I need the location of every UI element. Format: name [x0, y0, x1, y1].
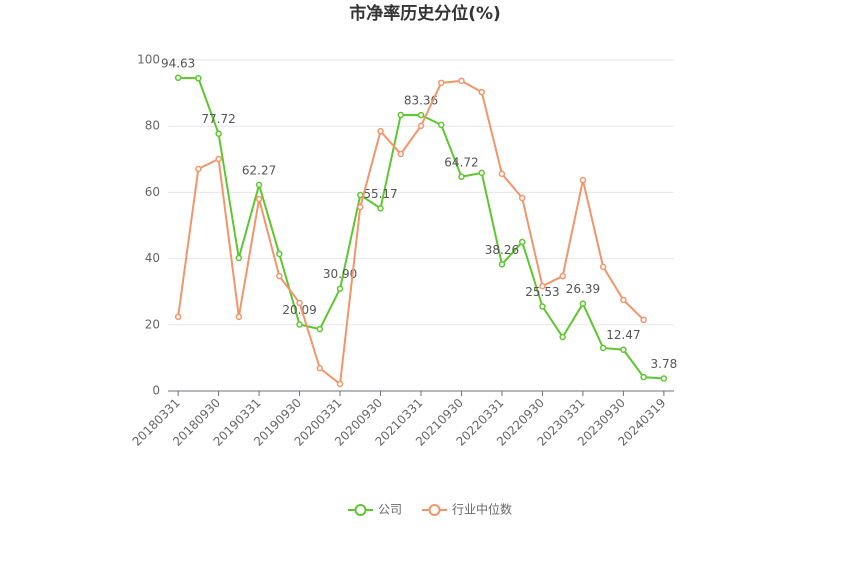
data-point — [336, 380, 344, 388]
data-point — [599, 344, 607, 352]
data-label: 20.09 — [282, 303, 316, 317]
legend-label: 公司 — [378, 503, 402, 517]
data-point — [215, 130, 222, 137]
data-point — [336, 285, 344, 292]
data-point — [174, 313, 182, 321]
data-point — [620, 296, 627, 304]
y-tick-label: 20 — [145, 317, 160, 331]
data-point — [357, 203, 364, 211]
data-label: 94.63 — [161, 56, 195, 70]
data-point — [579, 300, 587, 307]
data-point — [276, 250, 283, 258]
y-tick-label: 100 — [137, 53, 160, 67]
data-label: 62.27 — [242, 163, 276, 177]
data-point — [660, 375, 668, 382]
data-label: 83.36 — [404, 94, 438, 108]
data-point — [458, 77, 465, 85]
data-point — [316, 364, 324, 372]
legend-marker — [428, 504, 441, 516]
y-tick-label: 60 — [145, 185, 160, 199]
data-point — [195, 74, 202, 82]
data-label: 55.17 — [363, 187, 397, 201]
data-point — [539, 282, 546, 290]
data-label: 64.72 — [444, 155, 478, 169]
y-tick-label: 80 — [145, 119, 160, 133]
data-point — [296, 299, 303, 307]
data-point — [276, 272, 283, 280]
series-line — [177, 79, 645, 386]
legend-label: 行业中位数 — [452, 502, 512, 517]
data-point — [235, 254, 243, 262]
data-point — [539, 303, 546, 310]
data-point — [458, 173, 465, 181]
legend-marker — [354, 504, 367, 516]
data-point — [437, 121, 445, 129]
data-point — [174, 74, 182, 82]
data-point — [640, 316, 647, 324]
data-label: 12.47 — [606, 328, 640, 342]
data-point — [437, 79, 445, 87]
data-point — [579, 176, 587, 184]
data-point — [397, 111, 405, 119]
data-point — [377, 127, 384, 135]
data-point — [620, 346, 627, 353]
data-point — [235, 313, 243, 321]
data-point — [498, 261, 506, 268]
data-point — [215, 155, 222, 163]
data-point — [559, 333, 566, 341]
data-point — [316, 325, 324, 333]
y-tick-label: 0 — [152, 384, 160, 398]
data-label: 77.72 — [201, 112, 235, 126]
data-point — [559, 272, 566, 280]
data-point — [377, 205, 384, 212]
data-point — [498, 170, 506, 178]
data-point — [518, 194, 526, 202]
data-point — [478, 88, 485, 96]
data-label: 25.53 — [525, 285, 559, 299]
data-point — [397, 150, 405, 158]
data-point — [599, 263, 607, 271]
data-label: 30.90 — [323, 267, 357, 281]
y-tick-label: 40 — [145, 251, 160, 265]
data-point — [518, 238, 526, 246]
data-point — [195, 165, 202, 173]
data-point — [640, 373, 647, 381]
data-label: 26.39 — [566, 282, 600, 296]
data-label: 3.78 — [651, 357, 678, 371]
data-point — [478, 169, 485, 177]
chart-title: 市净率历史分位(%) — [349, 3, 501, 24]
data-point — [417, 111, 425, 119]
data-point — [296, 321, 303, 328]
data-label: 38.26 — [485, 243, 519, 257]
data-point — [255, 181, 263, 189]
data-point — [255, 195, 263, 203]
data-point — [417, 122, 425, 130]
